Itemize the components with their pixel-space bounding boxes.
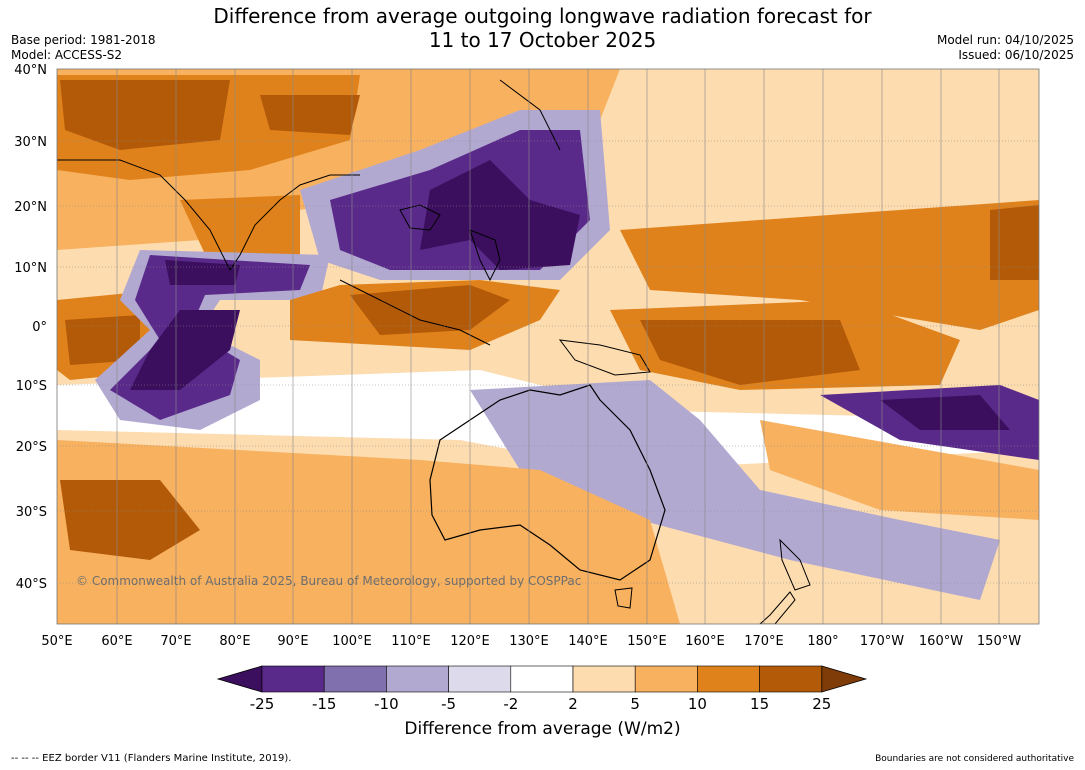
- colorbar-tick-label: -2: [503, 695, 518, 713]
- title-line-1: Difference from average outgoing longwav…: [213, 4, 872, 28]
- issued-date: Issued: 06/10/2025: [958, 48, 1074, 62]
- colorbar-segment: [759, 665, 823, 693]
- colorbar-segment: [386, 665, 449, 693]
- latitude-label: 30°N: [14, 135, 47, 150]
- anomaly-china-positive: [260, 95, 360, 135]
- colorbar-tick-label: -15: [312, 695, 337, 713]
- colorbar-tick-label: 25: [812, 695, 831, 713]
- map-field: © Commonwealth of Australia 2025, Bureau…: [57, 69, 1039, 624]
- longitude-label: 140°E: [568, 634, 608, 649]
- new-zealand-coastline: [759, 538, 811, 624]
- australia-coastline: [429, 384, 666, 581]
- chart-title: Difference from average outgoing longwav…: [0, 4, 1085, 52]
- longitude-label: 80°E: [219, 634, 250, 649]
- latitude-label: 20°N: [14, 200, 47, 215]
- longitude-label: 60°E: [101, 634, 132, 649]
- colorbar-tick-label: 10: [688, 695, 707, 713]
- copyright-text: © Commonwealth of Australia 2025, Bureau…: [76, 574, 581, 588]
- colorbar-tick-label: 5: [630, 695, 640, 713]
- longitude-label: 130°E: [509, 634, 549, 649]
- latitude-label: 10°S: [16, 379, 47, 394]
- longitude-label: 150°W: [977, 634, 1021, 649]
- anomaly-himalaya-positive: [60, 80, 230, 150]
- philippines-coastline: [469, 229, 501, 282]
- anomaly-australia-negative: [470, 380, 1000, 600]
- colorbar-ticks: -25 -15 -10 -5 -2 2 5 10 15 25: [250, 695, 832, 713]
- colorbar-tick-label: -5: [441, 695, 456, 713]
- latitude-label: 40°N: [14, 63, 47, 78]
- latitude-label: 30°S: [16, 505, 47, 520]
- longitude-labels: 50°E 60°E 70°E 80°E 90°E 100°E 110°E 120°E 130°E…: [41, 634, 1021, 649]
- anomaly-southern-io-core: [60, 480, 200, 560]
- anomaly-philippine-core: [420, 160, 580, 270]
- colorbar-extend-low: [216, 665, 263, 693]
- anomaly-equatorial-pacific-core: [640, 320, 860, 385]
- indochina-coastline: [399, 204, 441, 231]
- footer-disclaimer: Boundaries are not considered authoritat…: [875, 754, 1074, 764]
- model-run: Model run: 04/10/2025: [936, 33, 1074, 47]
- meta-right: Model run: 04/10/2025 Issued: 06/10/2025: [937, 33, 1074, 63]
- map-frame: [56, 68, 1040, 625]
- footer-eez-note: -- -- -- EEZ border V11 (Flanders Marine…: [11, 753, 292, 764]
- anomaly-india-positive: [180, 195, 300, 265]
- latitude-label: 10°N: [14, 261, 47, 276]
- longitude-label: 120°E: [450, 634, 490, 649]
- anomaly-southern-io-positive: [57, 440, 680, 624]
- longitude-label: 70°E: [160, 634, 191, 649]
- japan-coastline: [499, 79, 561, 151]
- longitude-label: 110°E: [391, 634, 431, 649]
- colorbar-segment: [510, 665, 574, 693]
- anomaly-coral-sea-positive: [760, 420, 1039, 520]
- colorbar-tick-label: 15: [750, 695, 769, 713]
- anomaly-south-pacific-core: [880, 395, 1010, 430]
- colorbar-segment: [697, 665, 760, 693]
- longitude-label: 50°E: [41, 634, 72, 649]
- anomaly-io-core: [130, 310, 240, 390]
- colorbar-extend-high: [821, 665, 868, 693]
- base-period: Base period: 1981-2018: [11, 33, 156, 47]
- longitude-label: 170°W: [860, 634, 904, 649]
- latitude-label: 20°S: [16, 440, 47, 455]
- colorbar: [216, 665, 868, 693]
- latitude-label: 0°: [32, 320, 47, 335]
- longitude-label: 100°E: [332, 634, 372, 649]
- longitude-label: 150°E: [627, 634, 667, 649]
- longitude-label: 160°E: [685, 634, 725, 649]
- longitude-label: 160°W: [919, 634, 963, 649]
- new-guinea-coastline: [558, 339, 651, 376]
- longitude-label: 90°E: [277, 634, 308, 649]
- colorbar-segment: [323, 665, 387, 693]
- title-line-2: 11 to 17 October 2025: [428, 28, 657, 52]
- colorbar-label: Difference from average (W/m2): [404, 719, 681, 739]
- colorbar-segment: [448, 665, 512, 693]
- anomaly-north-pacific-positive: [620, 200, 1039, 330]
- colorbar-tick-label: 2: [568, 695, 578, 713]
- colorbar-tick-label: -25: [250, 695, 275, 713]
- model-name: Model: ACCESS-S2: [11, 48, 123, 62]
- anomaly-bay-bengal-core: [165, 260, 240, 285]
- longitude-label: 180°: [807, 634, 838, 649]
- latitude-labels: 40°N 30°N 20°N 10°N 0° 10°S 20°S 30°S 40°S: [14, 63, 47, 592]
- colorbar-segment: [572, 665, 636, 693]
- longitude-label: 170°E: [744, 634, 784, 649]
- colorbar-tick-label: -10: [374, 695, 399, 713]
- colorbar-segment: [634, 665, 698, 693]
- colorbar-segment: [261, 665, 325, 693]
- anomaly-north-pacific-core: [990, 205, 1039, 280]
- graticule: [57, 69, 1039, 624]
- tasmania-coastline: [614, 587, 633, 609]
- meta-left: Base period: 1981-2018 Model: ACCESS-S2: [11, 33, 156, 63]
- anomaly-west-io-core: [65, 315, 140, 365]
- latitude-label: 40°S: [16, 577, 47, 592]
